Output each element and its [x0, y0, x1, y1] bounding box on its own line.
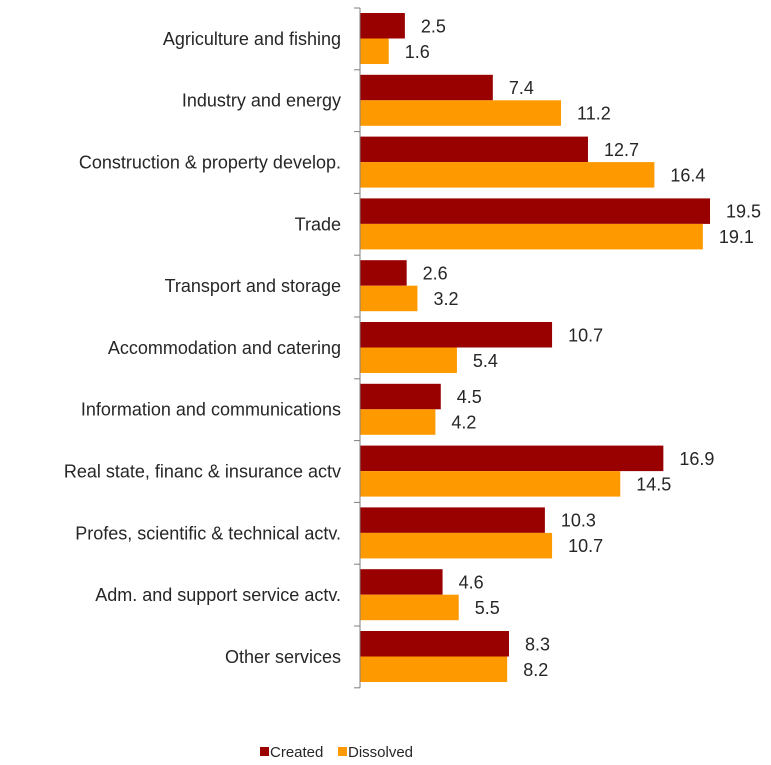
bar-dissolved	[360, 656, 508, 682]
bar-dissolved	[360, 223, 703, 250]
bar-dissolved	[360, 38, 389, 64]
value-label: 5.4	[473, 351, 498, 371]
bar-created	[360, 13, 405, 39]
category-label: Adm. and support service actv.	[95, 585, 341, 605]
bar-dissolved	[360, 285, 418, 312]
bar-created	[360, 74, 493, 101]
bar-dissolved	[360, 532, 553, 559]
bar-created	[360, 136, 588, 163]
bar-created	[360, 383, 441, 410]
category-label: Profes, scientific & technical actv.	[75, 523, 341, 543]
value-label: 2.6	[423, 263, 448, 283]
legend-swatch-created	[260, 747, 269, 756]
value-label: 10.7	[568, 325, 603, 345]
category-label: Other services	[225, 647, 341, 667]
bar-created	[360, 569, 443, 595]
value-label: 3.2	[433, 289, 458, 309]
bar-created	[360, 322, 553, 348]
legend: Created Dissolved	[260, 744, 413, 761]
category-label: Industry and energy	[182, 91, 341, 111]
value-label: 14.5	[636, 474, 671, 494]
category-label: Construction & property develop.	[79, 153, 341, 173]
value-label: 5.5	[475, 598, 500, 618]
value-label: 10.7	[568, 536, 603, 556]
value-label: 7.4	[509, 78, 534, 98]
value-label: 19.5	[726, 202, 761, 222]
category-label: Transport and storage	[165, 276, 341, 296]
bar-created	[360, 445, 664, 472]
bar-dissolved	[360, 594, 459, 621]
value-label: 2.5	[421, 16, 446, 36]
value-label: 12.7	[604, 140, 639, 160]
category-label: Agriculture and fishing	[163, 29, 341, 49]
bar-dissolved	[360, 471, 621, 497]
bar-created	[360, 198, 711, 224]
legend-label-dissolved: Dissolved	[348, 744, 413, 761]
bar-created	[360, 507, 545, 533]
labels-group: Agriculture and fishing 2.5 1.6 Industry an…	[64, 16, 761, 680]
value-label: 16.9	[679, 449, 714, 469]
value-label: 10.3	[561, 511, 596, 531]
value-label: 11.2	[577, 104, 611, 124]
category-label: Trade	[295, 214, 341, 234]
value-label: 8.3	[525, 634, 550, 654]
bar-dissolved	[360, 347, 457, 373]
category-label: Information and communications	[81, 400, 341, 420]
bar-dissolved	[360, 409, 436, 435]
value-label: 4.2	[451, 413, 476, 433]
bars-group	[360, 13, 711, 682]
bar-created	[360, 631, 509, 657]
category-label: Accommodation and catering	[108, 338, 341, 358]
value-label: 4.6	[459, 572, 484, 592]
value-label: 8.2	[523, 660, 548, 680]
value-label: 19.1	[719, 227, 754, 247]
bar-dissolved	[360, 162, 655, 188]
value-label: 4.5	[457, 387, 482, 407]
value-label: 1.6	[405, 42, 430, 62]
value-label: 16.4	[670, 165, 705, 185]
legend-swatch-dissolved	[338, 747, 347, 756]
legend-label-created: Created	[270, 744, 323, 761]
bar-created	[360, 260, 407, 286]
category-label: Real state, financ & insurance actv	[64, 462, 341, 482]
bar-dissolved	[360, 100, 562, 126]
axis-ticks-group	[354, 7, 360, 689]
